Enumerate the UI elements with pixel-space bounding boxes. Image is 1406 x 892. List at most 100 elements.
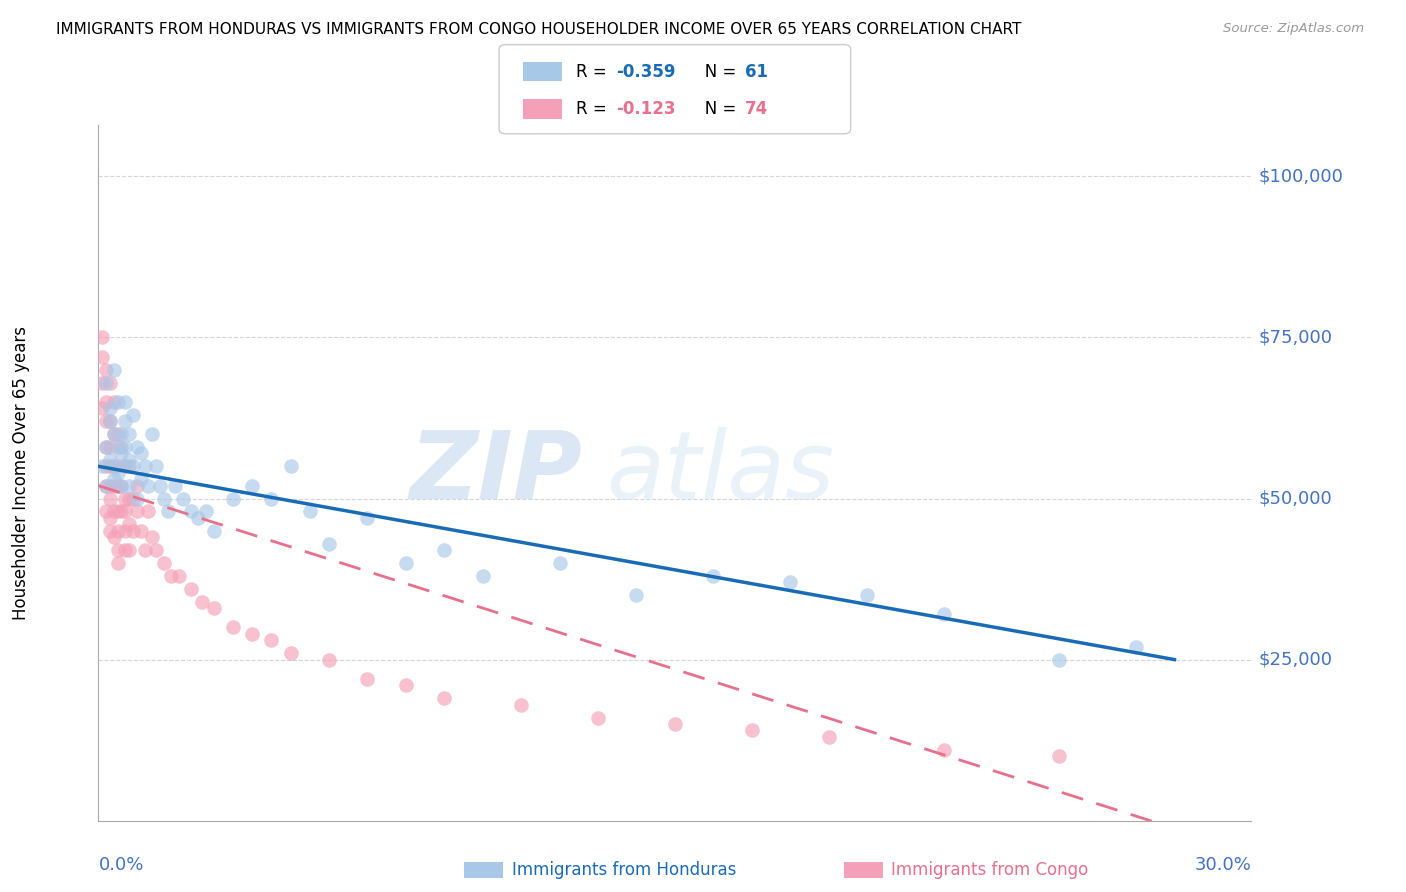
Point [395, 678, 418, 692]
Point [145, 543, 167, 558]
Point [1047, 652, 1070, 666]
Point [280, 459, 302, 474]
Text: ZIP: ZIP [409, 426, 582, 519]
Point [103, 504, 125, 518]
Point [107, 427, 129, 442]
Point [222, 491, 245, 506]
Point [125, 478, 148, 492]
Point [103, 427, 125, 442]
Point [145, 459, 167, 474]
Text: 0.0%: 0.0% [98, 856, 143, 874]
Point [110, 440, 132, 454]
Point [152, 491, 174, 506]
Point [94, 440, 117, 454]
Text: $75,000: $75,000 [1258, 328, 1333, 346]
Point [318, 536, 340, 550]
Point [107, 440, 129, 454]
Point [103, 478, 125, 492]
Point [107, 504, 129, 518]
Point [817, 730, 839, 744]
Point [165, 478, 187, 492]
Text: $25,000: $25,000 [1258, 650, 1333, 669]
Point [932, 607, 955, 622]
Text: R =: R = [576, 62, 613, 80]
Point [118, 517, 141, 532]
Text: 30.0%: 30.0% [1195, 856, 1251, 874]
Point [91, 330, 114, 344]
Point [125, 440, 148, 454]
Point [191, 594, 214, 608]
Point [932, 743, 955, 757]
Point [118, 453, 141, 467]
Point [129, 524, 152, 538]
Point [110, 446, 132, 460]
Point [94, 362, 117, 376]
Point [134, 543, 156, 558]
Point [114, 543, 136, 558]
Point [118, 478, 141, 492]
Point [298, 504, 321, 518]
Point [110, 504, 132, 518]
Point [107, 466, 129, 480]
Point [149, 478, 172, 492]
Point [433, 543, 456, 558]
Text: 74: 74 [745, 100, 769, 119]
Point [98, 453, 121, 467]
Text: Householder Income Over 65 years: Householder Income Over 65 years [13, 326, 30, 620]
Point [114, 524, 136, 538]
Point [664, 717, 686, 731]
Point [98, 459, 121, 474]
Point [702, 569, 724, 583]
Point [318, 652, 340, 666]
Point [138, 504, 160, 518]
Point [152, 556, 174, 570]
Point [134, 459, 156, 474]
Point [202, 601, 225, 615]
Point [103, 427, 125, 442]
Text: 61: 61 [745, 62, 768, 80]
Text: $100,000: $100,000 [1258, 168, 1343, 186]
Point [107, 543, 129, 558]
Point [103, 459, 125, 474]
Point [260, 633, 283, 648]
Text: -0.359: -0.359 [616, 62, 675, 80]
Point [103, 362, 125, 376]
Text: IMMIGRANTS FROM HONDURAS VS IMMIGRANTS FROM CONGO HOUSEHOLDER INCOME OVER 65 YEA: IMMIGRANTS FROM HONDURAS VS IMMIGRANTS F… [56, 22, 1022, 37]
Text: Immigrants from Honduras: Immigrants from Honduras [512, 861, 737, 879]
Point [94, 478, 117, 492]
Point [98, 440, 121, 454]
Point [94, 459, 117, 474]
Point [180, 504, 202, 518]
Point [779, 575, 801, 590]
Text: Source: ZipAtlas.com: Source: ZipAtlas.com [1223, 22, 1364, 36]
Point [110, 478, 132, 492]
Point [98, 511, 121, 525]
Point [510, 698, 533, 712]
Point [260, 491, 283, 506]
Point [1125, 640, 1147, 654]
Point [118, 543, 141, 558]
Point [471, 569, 494, 583]
Point [741, 723, 763, 738]
Point [98, 414, 121, 428]
Point [103, 530, 125, 544]
Point [129, 472, 152, 486]
Point [240, 478, 263, 492]
Point [94, 376, 117, 390]
Point [110, 478, 132, 492]
Point [114, 440, 136, 454]
Point [122, 524, 145, 538]
Point [1047, 749, 1070, 764]
Text: -0.123: -0.123 [616, 100, 675, 119]
Point [114, 504, 136, 518]
Point [856, 588, 879, 602]
Text: N =: N = [689, 62, 741, 80]
Point [91, 376, 114, 390]
Point [91, 459, 114, 474]
Point [91, 401, 114, 416]
Point [141, 427, 163, 442]
Point [107, 459, 129, 474]
Text: N =: N = [689, 100, 741, 119]
Point [107, 478, 129, 492]
Point [187, 511, 209, 525]
